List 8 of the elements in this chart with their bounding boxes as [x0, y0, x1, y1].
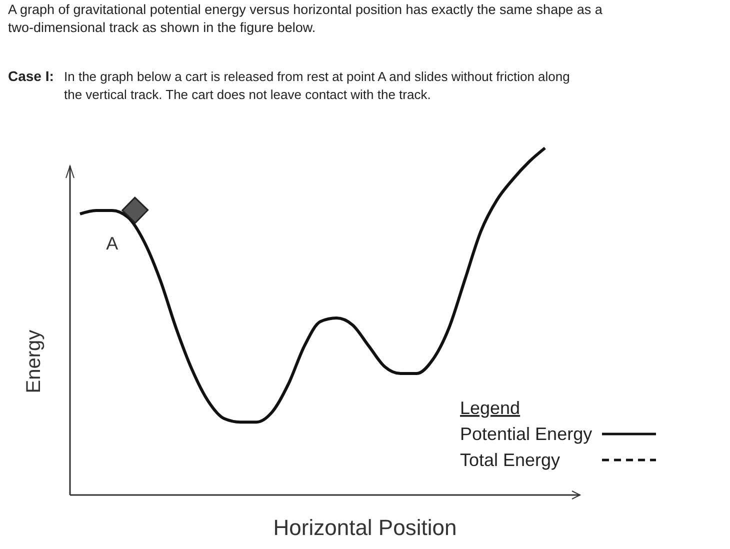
y-axis-title: Energy	[23, 330, 45, 394]
x-axis-title: Horizontal Position	[273, 515, 457, 540]
chart-subtitle: Case I: In the graph below a cart is released from rest at point A and slides without friction along the vertical track. The cart does not leave contact with the track.	[8, 68, 570, 102]
legend-label: Potential Energy	[460, 424, 592, 444]
legend-label: Total Energy	[460, 450, 560, 470]
chart-title: A graph of gravitational potential energy versus horizontal position has exactly the same shape as a two-dimensional track as shown in the figure below.	[8, 2, 603, 35]
legend-title: Legend	[460, 398, 520, 418]
annotation: A	[106, 233, 118, 254]
